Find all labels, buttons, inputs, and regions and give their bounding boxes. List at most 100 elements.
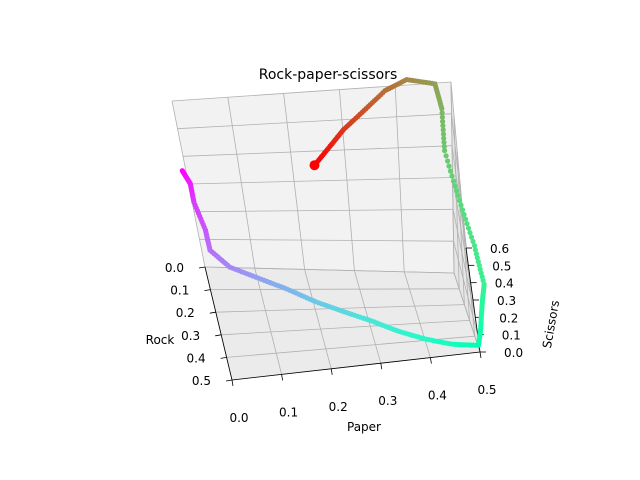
rock-tick-label: 0.3 bbox=[181, 329, 200, 343]
rock-tick-mark bbox=[198, 266, 206, 269]
floor-pane bbox=[205, 267, 480, 380]
data-point bbox=[441, 139, 447, 145]
scissors-axis-label: Scissors bbox=[540, 299, 562, 349]
rock-axis-line bbox=[204, 266, 233, 381]
data-point bbox=[440, 118, 446, 125]
scissors-tick-label: 0.1 bbox=[502, 329, 521, 343]
side-gridline bbox=[452, 177, 474, 301]
paper-tick-mark bbox=[380, 363, 383, 370]
floor-gridline bbox=[354, 270, 382, 364]
data-point bbox=[440, 131, 447, 137]
paper-axis-line bbox=[231, 351, 481, 381]
side-gridline bbox=[453, 241, 479, 335]
data-point bbox=[441, 135, 447, 141]
data-point bbox=[445, 158, 451, 164]
data-point bbox=[464, 221, 470, 227]
data-point bbox=[462, 216, 469, 222]
paper-tick-label: 0.0 bbox=[229, 411, 248, 425]
paper-tick-mark bbox=[281, 374, 283, 381]
final-point bbox=[309, 160, 320, 171]
rock-tick-label: 0.0 bbox=[165, 261, 184, 275]
floor-gridline bbox=[210, 288, 460, 291]
floor-gridline bbox=[403, 271, 431, 358]
rock-tick-label: 0.4 bbox=[187, 351, 206, 365]
data-point bbox=[467, 230, 473, 236]
data-point bbox=[446, 163, 452, 169]
back-gridline bbox=[188, 177, 453, 185]
data-point bbox=[461, 211, 467, 218]
data-point bbox=[455, 193, 461, 199]
scissors-ticks: 0.0 0.1 0.2 0.3 0.4 0.5 0.6 bbox=[466, 242, 523, 360]
data-point bbox=[465, 225, 472, 231]
paper-tick-label: 0.2 bbox=[329, 400, 348, 414]
data-points bbox=[179, 77, 487, 348]
paper-tick-mark bbox=[479, 351, 482, 359]
paper-tick-label: 0.4 bbox=[428, 389, 447, 403]
back-gridline bbox=[204, 266, 455, 274]
data-point bbox=[476, 262, 482, 269]
data-point bbox=[452, 183, 458, 189]
scissors-tick-label: 0.0 bbox=[504, 346, 523, 360]
data-point bbox=[459, 207, 466, 213]
data-point bbox=[443, 153, 449, 159]
chart-title: Rock-paper-scissors bbox=[259, 67, 397, 83]
data-point bbox=[472, 247, 478, 253]
data-point bbox=[470, 238, 476, 244]
data-point bbox=[442, 148, 448, 154]
rock-ticks: 0.0 0.1 0.2 0.3 0.4 0.5 bbox=[165, 261, 233, 388]
paper-tick-label: 0.1 bbox=[279, 405, 298, 419]
rock-tick-label: 0.5 bbox=[192, 374, 211, 388]
data-point bbox=[439, 110, 445, 116]
rock-axis-label: Rock bbox=[146, 333, 175, 347]
data-point bbox=[471, 243, 478, 249]
rock-tick-mark bbox=[209, 311, 216, 314]
data-point bbox=[441, 144, 447, 150]
paper-tick-mark bbox=[430, 357, 432, 364]
rock-tick-mark bbox=[225, 379, 233, 382]
floor-gridline bbox=[254, 268, 282, 375]
paper-axis-label: Paper bbox=[347, 420, 381, 434]
data-point bbox=[440, 123, 446, 129]
paper-tick-label: 0.3 bbox=[378, 394, 397, 408]
data-point bbox=[473, 251, 479, 257]
axes-panes bbox=[172, 82, 480, 380]
data-point bbox=[439, 114, 445, 120]
back-gridline bbox=[199, 238, 454, 242]
back-gridline bbox=[182, 145, 453, 157]
data-point bbox=[458, 202, 464, 208]
data-point bbox=[475, 259, 481, 265]
rock-tick-mark bbox=[215, 334, 222, 337]
side-pane bbox=[451, 82, 480, 352]
paper-tick-label: 0.5 bbox=[477, 383, 496, 397]
gridlines bbox=[171, 81, 481, 381]
scissors-tick-label: 0.3 bbox=[497, 294, 516, 308]
data-point bbox=[449, 173, 455, 179]
data-point bbox=[453, 188, 460, 194]
side-gridline bbox=[453, 272, 481, 353]
floor-gridline bbox=[221, 320, 470, 336]
paper-tick-mark bbox=[231, 379, 234, 387]
data-point bbox=[440, 127, 446, 133]
floor-gridline bbox=[304, 269, 332, 369]
back-gridline bbox=[171, 81, 452, 102]
back-pane bbox=[172, 82, 454, 273]
rock-tick-label: 0.2 bbox=[176, 306, 195, 320]
rock-tick-label: 0.1 bbox=[170, 284, 189, 298]
back-gridline bbox=[177, 113, 452, 130]
data-point bbox=[456, 197, 463, 204]
scissors-tick-label: 0.6 bbox=[490, 242, 509, 256]
rock-tick-mark bbox=[204, 289, 211, 291]
scissors-tick-label: 0.2 bbox=[499, 311, 518, 325]
back-gridline bbox=[193, 208, 454, 213]
data-point bbox=[450, 178, 457, 184]
scissors-tick-label: 0.4 bbox=[495, 277, 514, 291]
rock-tick-mark bbox=[220, 357, 227, 359]
side-gridline bbox=[452, 209, 476, 318]
data-point bbox=[447, 168, 454, 174]
scissors-tick-label: 0.5 bbox=[492, 259, 511, 273]
paper-ticks: 0.0 0.1 0.2 0.3 0.4 0.5 bbox=[229, 351, 497, 425]
data-point bbox=[468, 234, 475, 240]
data-point bbox=[474, 255, 480, 261]
paper-tick-mark bbox=[330, 368, 333, 375]
